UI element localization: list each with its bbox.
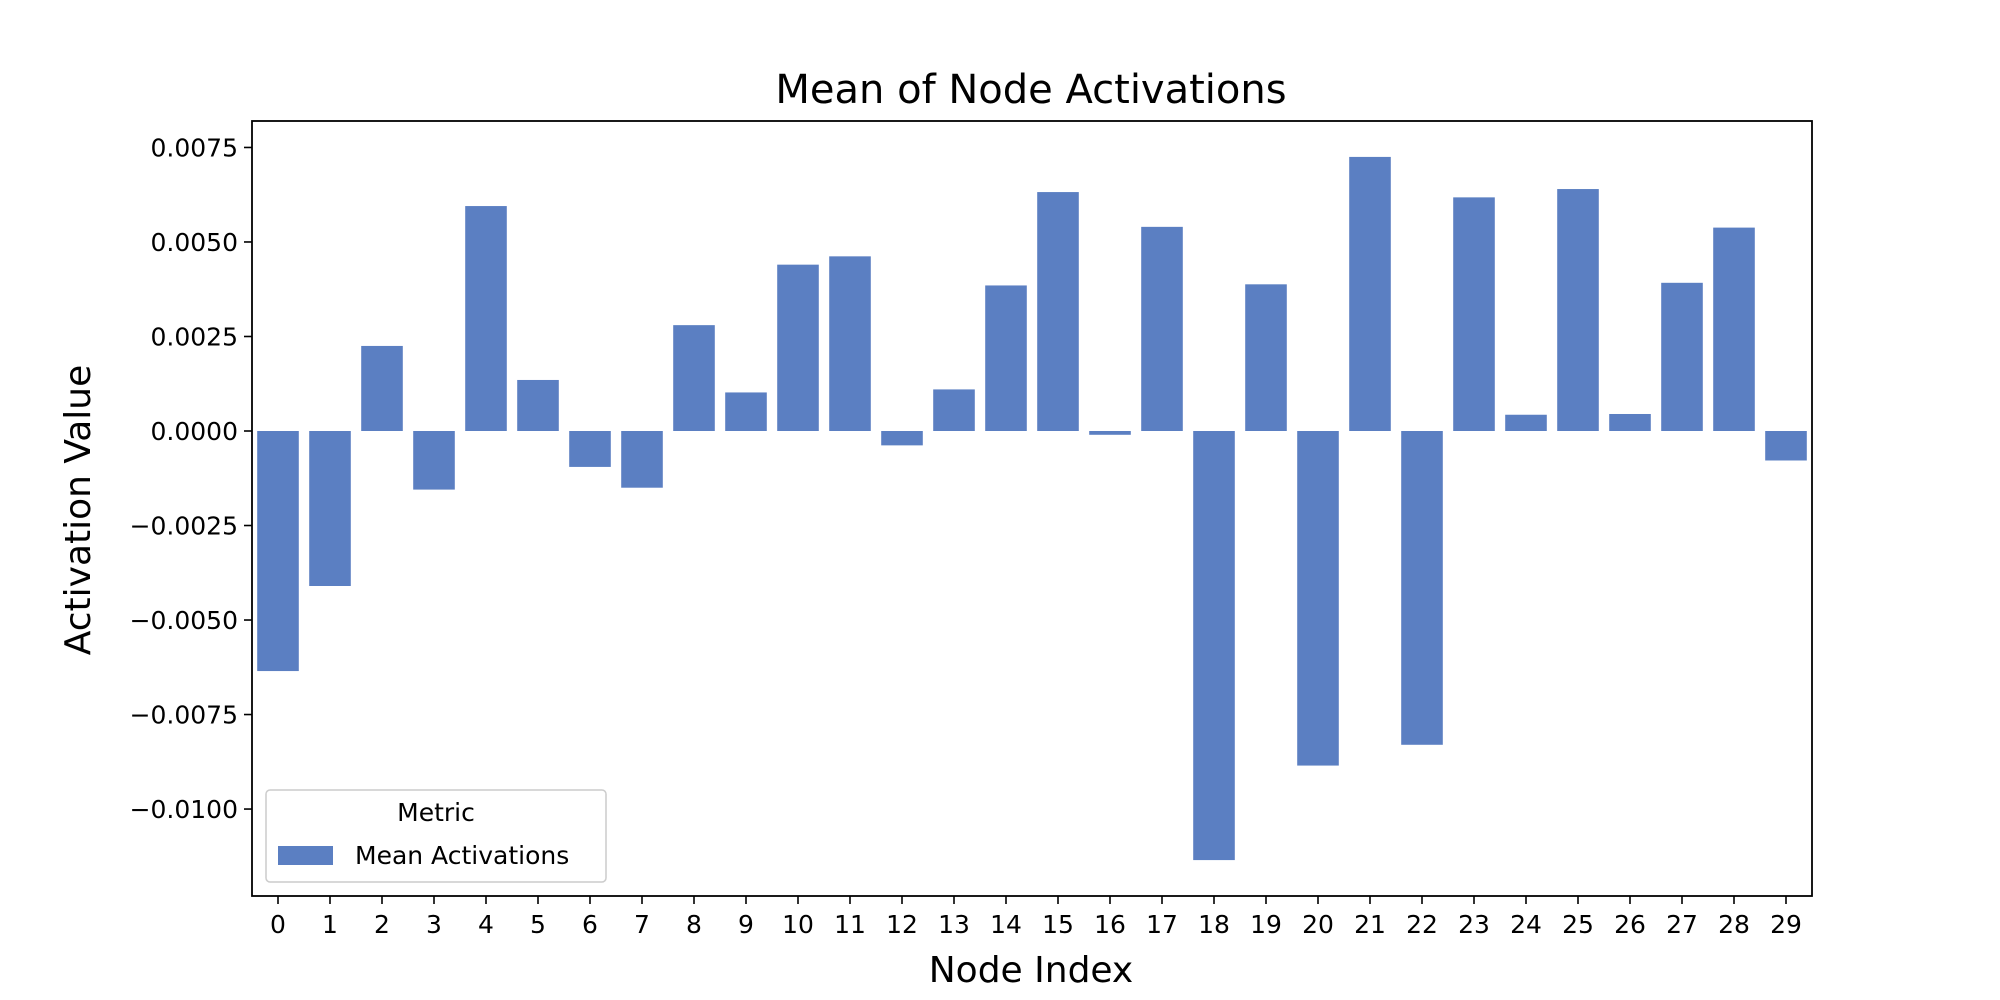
- x-tick-label: 25: [1562, 910, 1594, 939]
- bar-node-27: [1661, 282, 1703, 431]
- bar-node-6: [569, 431, 611, 467]
- y-tick-label: −0.0025: [130, 512, 238, 541]
- bar-node-18: [1193, 431, 1235, 861]
- y-tick-label: 0.0050: [151, 228, 238, 257]
- y-tick-label: 0.0000: [151, 417, 238, 446]
- x-tick-label: 15: [1042, 910, 1074, 939]
- chart-title: Mean of Node Activations: [775, 67, 1286, 113]
- legend-swatch: [278, 846, 333, 865]
- x-tick-label: 7: [634, 910, 650, 939]
- x-tick-label: 9: [738, 910, 754, 939]
- bar-node-4: [465, 206, 507, 431]
- bar-node-2: [361, 345, 403, 431]
- y-axis-ticks: 0.0075 0.0050 0.0025 0.0000 −0.0025 −0.0050 −0…: [130, 133, 252, 824]
- bar-node-15: [1037, 192, 1079, 431]
- bars-group: [257, 156, 1807, 861]
- x-axis-label: Node Index: [929, 950, 1134, 991]
- bar-node-28: [1713, 227, 1755, 431]
- x-tick-label: 3: [426, 910, 442, 939]
- x-tick-label: 24: [1510, 910, 1542, 939]
- x-tick-label: 27: [1666, 910, 1698, 939]
- y-tick-label: −0.0050: [130, 606, 238, 635]
- x-tick-label: 17: [1146, 910, 1178, 939]
- bar-node-20: [1297, 431, 1339, 766]
- x-tick-label: 10: [782, 910, 814, 939]
- x-tick-label: 19: [1250, 910, 1282, 939]
- x-tick-label: 0: [270, 910, 286, 939]
- bar-node-19: [1245, 284, 1287, 431]
- x-tick-label: 11: [834, 910, 866, 939]
- x-axis-ticks: 0 1 2 3 4 5 6 7 8 9 10 11 12 13 14 15 16 17 18 19 20 21 22 23 24…: [270, 896, 1802, 939]
- bar-node-14: [985, 285, 1027, 431]
- x-tick-label: 23: [1458, 910, 1490, 939]
- x-tick-label: 12: [886, 910, 918, 939]
- x-tick-label: 20: [1302, 910, 1334, 939]
- bar-node-10: [777, 264, 819, 431]
- bar-node-11: [829, 256, 871, 431]
- bar-node-26: [1609, 413, 1651, 431]
- x-tick-label: 22: [1406, 910, 1438, 939]
- bar-node-3: [413, 431, 455, 490]
- x-tick-label: 4: [478, 910, 494, 939]
- bar-node-0: [257, 431, 299, 672]
- plot-area: [251, 120, 1813, 897]
- bar-node-8: [673, 325, 715, 431]
- y-tick-label: −0.0100: [130, 795, 238, 824]
- x-tick-label: 26: [1614, 910, 1646, 939]
- bar-node-24: [1505, 414, 1547, 431]
- x-tick-label: 28: [1718, 910, 1750, 939]
- bar-node-7: [621, 431, 663, 488]
- y-tick-label: 0.0075: [151, 133, 238, 162]
- x-tick-label: 13: [938, 910, 970, 939]
- bar-node-23: [1453, 197, 1495, 431]
- x-tick-label: 21: [1354, 910, 1386, 939]
- bar-node-16: [1089, 431, 1131, 435]
- y-tick-label: −0.0075: [130, 701, 238, 730]
- bar-node-17: [1141, 226, 1183, 431]
- x-tick-label: 2: [374, 910, 390, 939]
- bar-node-21: [1349, 156, 1391, 432]
- x-tick-label: 8: [686, 910, 702, 939]
- x-tick-label: 5: [530, 910, 546, 939]
- x-tick-label: 29: [1770, 910, 1802, 939]
- legend-entry-label: Mean Activations: [355, 841, 569, 870]
- bar-node-12: [881, 431, 923, 446]
- bar-node-29: [1765, 431, 1807, 461]
- plot-frame: [251, 120, 1813, 897]
- x-tick-label: 1: [322, 910, 338, 939]
- bar-node-9: [725, 392, 767, 431]
- bar-node-5: [517, 379, 559, 431]
- legend-title: Metric: [397, 798, 475, 827]
- x-tick-label: 18: [1198, 910, 1230, 939]
- bar-node-25: [1557, 189, 1599, 431]
- x-tick-label: 6: [582, 910, 598, 939]
- bar-node-22: [1401, 431, 1443, 745]
- x-tick-label: 14: [990, 910, 1022, 939]
- x-tick-label: 16: [1094, 910, 1126, 939]
- y-tick-label: 0.0025: [151, 322, 238, 351]
- legend-frame: [265, 789, 607, 883]
- y-axis-label: Activation Value: [58, 365, 99, 656]
- bar-node-1: [309, 431, 351, 586]
- bar-node-13: [933, 389, 975, 431]
- legend: Metric Mean Activations: [265, 789, 607, 883]
